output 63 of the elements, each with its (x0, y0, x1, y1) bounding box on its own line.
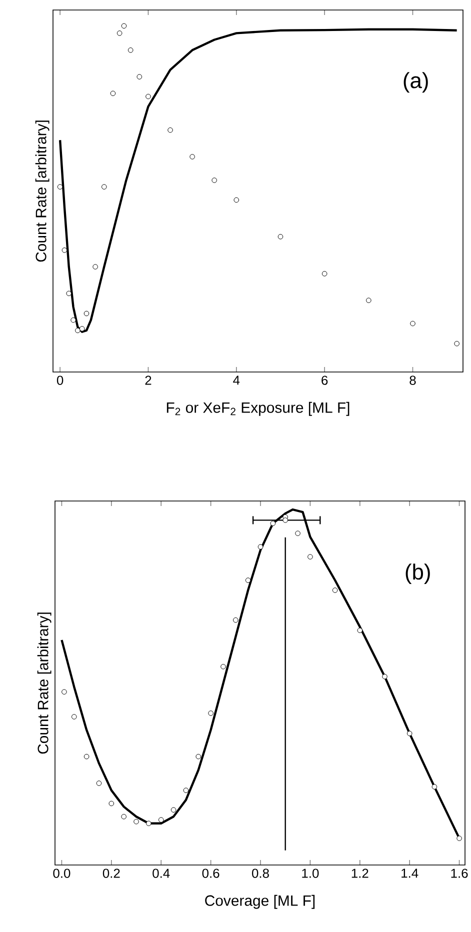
point (245, 578, 251, 583)
point (168, 127, 173, 133)
point (70, 317, 76, 323)
point (79, 326, 85, 332)
y-axis-title: Count Rate [arbitrary] (35, 120, 50, 262)
point (75, 328, 80, 334)
x-tick-label: 1.6 (451, 868, 468, 878)
x-tick-label: 0.2 (102, 868, 120, 878)
point (295, 530, 300, 536)
y-axis-title: Count Rate [arbitrary] (37, 612, 52, 754)
point (110, 90, 116, 96)
annotation: (b) (406, 564, 430, 584)
point (270, 520, 276, 526)
x-tick-label: 0 (56, 376, 64, 385)
point (308, 554, 313, 560)
point (332, 588, 338, 593)
x-tick-label: 0.6 (202, 868, 220, 878)
point (212, 178, 217, 183)
x-axis-title: Coverage [ML F] (205, 894, 315, 909)
point (158, 817, 164, 822)
point (101, 184, 107, 190)
annotation: (a) (404, 72, 428, 93)
point (196, 754, 202, 760)
x-tick-label: 0.8 (252, 868, 269, 878)
x-tick-label: 6 (322, 376, 328, 385)
point (66, 290, 72, 296)
point (432, 784, 438, 790)
point (382, 674, 388, 680)
point (183, 788, 189, 793)
point (278, 234, 284, 240)
point (134, 818, 139, 824)
point (136, 74, 142, 80)
point (454, 340, 460, 346)
point (92, 264, 98, 270)
point (232, 617, 238, 623)
point (357, 628, 363, 634)
point (190, 154, 195, 160)
point (146, 820, 152, 826)
x-tick-label: 1.2 (352, 868, 368, 878)
point (121, 814, 126, 820)
x-tick-label: 0.4 (152, 868, 170, 878)
point (322, 271, 328, 276)
point (128, 47, 134, 53)
point (258, 544, 264, 550)
point (71, 714, 77, 720)
x-axis-title: F$_{2}$ or XeF$_{2}$ Exposure [ML F] (166, 402, 350, 416)
point (62, 689, 67, 695)
point (456, 836, 462, 841)
x-tick-label: 2 (145, 376, 152, 385)
x-tick-label: 4 (233, 376, 240, 385)
point (410, 320, 416, 326)
point (116, 30, 122, 36)
point (84, 754, 90, 760)
point (96, 780, 102, 786)
x-tick-label: 8 (410, 376, 416, 385)
point (208, 710, 214, 716)
point (282, 518, 288, 523)
x-tick-label: 1.4 (402, 868, 418, 878)
x-tick-label: 1.0 (302, 868, 319, 878)
point (406, 730, 412, 736)
point (220, 664, 226, 670)
x-tick-label: 0.0 (53, 868, 70, 878)
point (146, 94, 151, 100)
